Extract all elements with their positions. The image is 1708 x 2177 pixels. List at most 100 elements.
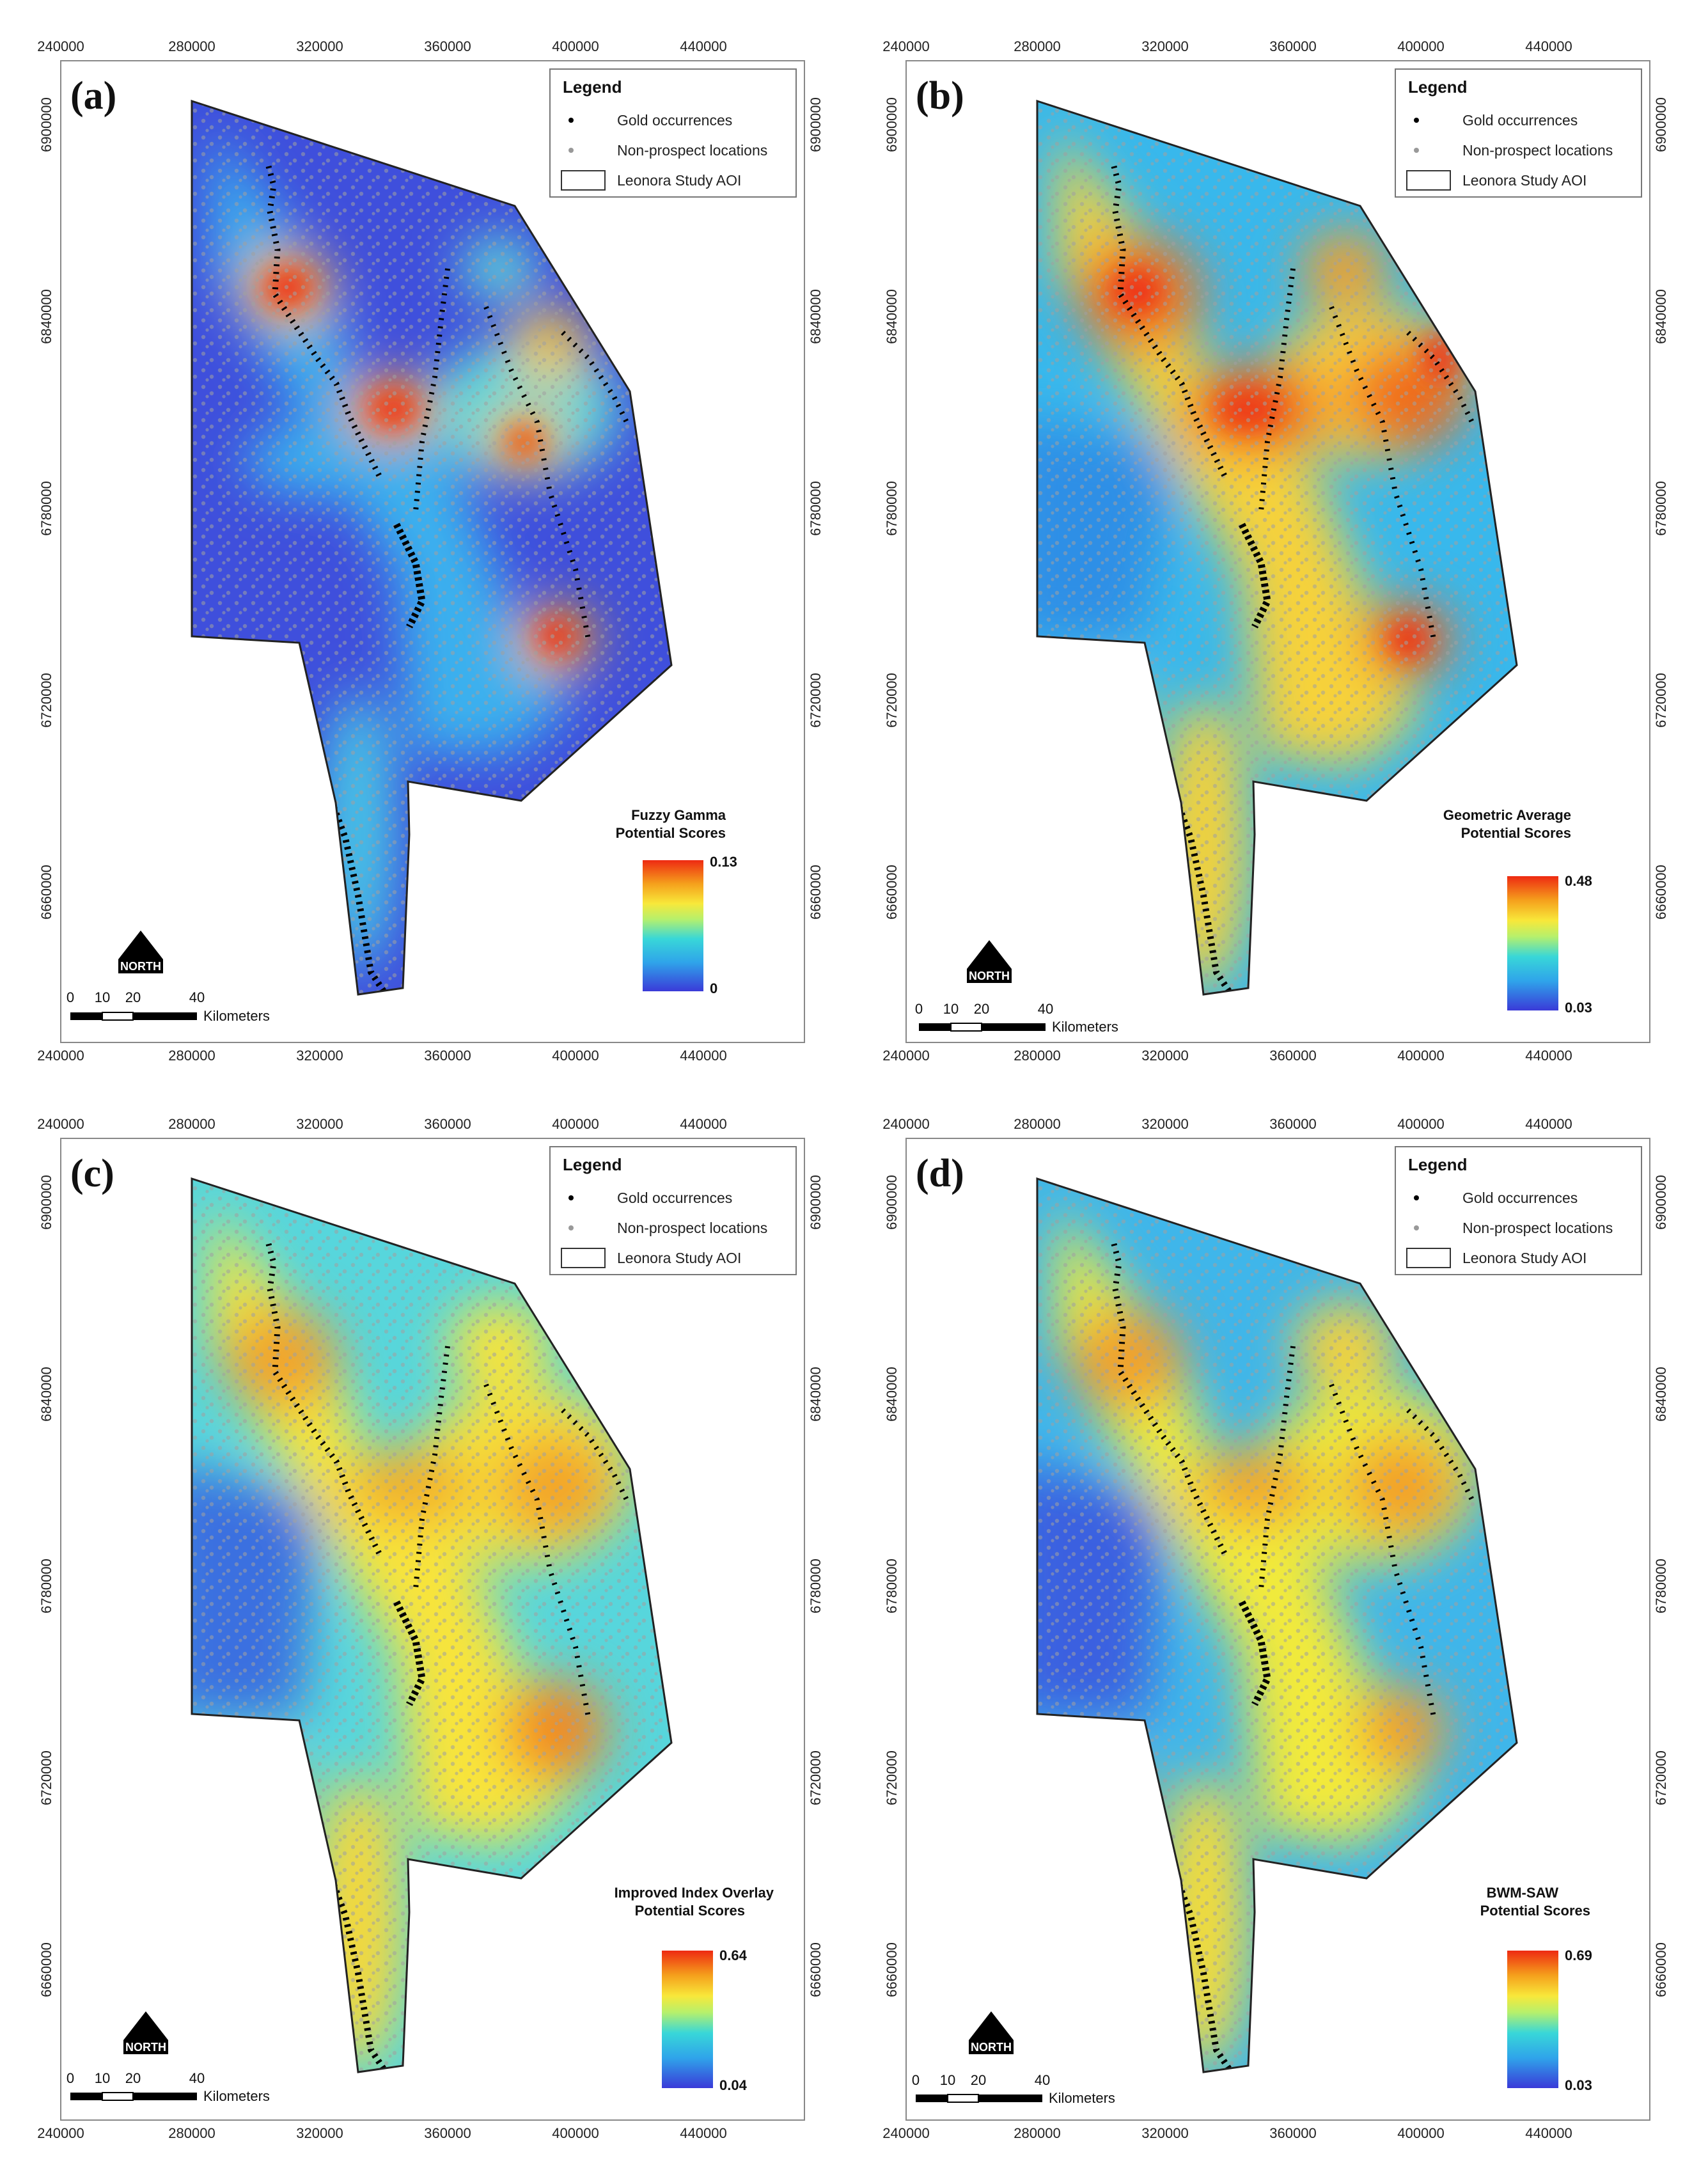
y-tick-labels-left: 6900000 6840000 6780000 6720000 6660000 xyxy=(884,97,900,920)
x-tick-label: 400000 xyxy=(552,2125,599,2141)
study-aoi-outline xyxy=(1036,99,1518,996)
legend-gold-label: Gold occurrences xyxy=(1462,1190,1578,1206)
x-tick-label: 240000 xyxy=(37,38,84,54)
y-tick-label: 6780000 xyxy=(808,1559,824,1614)
x-tick-label: 280000 xyxy=(168,1116,215,1132)
study-aoi-outline xyxy=(191,1177,673,2073)
panel-label: (d) xyxy=(916,1152,964,1195)
y-tick-label: 6900000 xyxy=(38,97,54,152)
color-ramp xyxy=(662,1951,713,2088)
color-scale-title: Geometric Average xyxy=(1443,807,1571,823)
color-scale-min: 0.03 xyxy=(1565,2077,1592,2093)
scale-bar-label: 20 xyxy=(974,1001,989,1017)
map-panel-d: 240000 280000 320000 360000 400000 44000… xyxy=(882,1116,1669,2141)
y-tick-label: 6840000 xyxy=(38,1367,54,1422)
scale-bar-label: 20 xyxy=(971,2072,986,2088)
x-tick-labels-bottom: 240000 280000 320000 360000 400000 44000… xyxy=(37,2125,726,2141)
y-tick-labels-left: 6900000 6840000 6780000 6720000 6660000 xyxy=(884,1175,900,1997)
y-tick-label: 6900000 xyxy=(884,1175,900,1230)
x-tick-labels-top: 240000 280000 320000 360000 400000 44000… xyxy=(882,1116,1572,1132)
gold-point-symbol xyxy=(1414,1195,1419,1200)
y-tick-label: 6900000 xyxy=(38,1175,54,1230)
x-tick-label: 280000 xyxy=(1014,2125,1060,2141)
legend-title: Legend xyxy=(1408,77,1467,97)
legend-aoi-label: Leonora Study AOI xyxy=(617,172,741,189)
y-tick-label: 6840000 xyxy=(1653,289,1669,344)
x-tick-label: 400000 xyxy=(552,38,599,54)
nonprospect-point-symbol xyxy=(568,148,574,153)
color-scale-max: 0.13 xyxy=(710,854,737,870)
x-tick-label: 320000 xyxy=(1141,1116,1188,1132)
scale-bar-unit: Kilometers xyxy=(203,2088,270,2104)
color-scale-title: Potential Scores xyxy=(1461,825,1571,841)
x-tick-label: 360000 xyxy=(424,2125,471,2141)
scale-bar-label: 20 xyxy=(125,2070,141,2086)
color-ramp xyxy=(643,860,703,991)
y-tick-label: 6780000 xyxy=(38,1559,54,1614)
y-tick-label: 6840000 xyxy=(884,1367,900,1422)
x-tick-label: 360000 xyxy=(424,1116,471,1132)
x-tick-label: 240000 xyxy=(882,38,929,54)
y-tick-label: 6720000 xyxy=(884,1750,900,1805)
y-tick-label: 6780000 xyxy=(38,481,54,536)
color-scale-title: Potential Scores xyxy=(1480,1903,1590,1919)
x-tick-labels-bottom: 240000 280000 320000 360000 400000 44000… xyxy=(882,1048,1572,1064)
x-tick-label: 440000 xyxy=(1525,2125,1572,2141)
panel-label: (b) xyxy=(916,74,964,118)
legend-gold-label: Gold occurrences xyxy=(1462,112,1578,129)
x-tick-label: 440000 xyxy=(680,38,726,54)
aoi-symbol xyxy=(561,170,606,191)
y-tick-label: 6900000 xyxy=(808,97,824,152)
scale-bar-unit: Kilometers xyxy=(1049,2090,1115,2106)
x-tick-label: 320000 xyxy=(1141,2125,1188,2141)
north-label: NORTH xyxy=(969,970,1010,982)
y-tick-labels-right: 6900000 6840000 6780000 6720000 6660000 xyxy=(808,1175,824,1997)
legend-nonprospect-label: Non-prospect locations xyxy=(1462,142,1613,159)
map-panel-a: 240000 280000 320000 360000 400000 44000… xyxy=(37,38,824,1064)
y-tick-label: 6780000 xyxy=(1653,1559,1669,1614)
y-tick-label: 6840000 xyxy=(38,289,54,344)
scale-bar-label: 40 xyxy=(1038,1001,1053,1017)
y-tick-label: 6900000 xyxy=(1653,1175,1669,1230)
color-scale: Improved Index Overlay Potential Scores … xyxy=(615,1885,774,2093)
x-tick-labels-top: 240000 280000 320000 360000 400000 44000… xyxy=(37,1116,726,1132)
x-tick-label: 320000 xyxy=(296,38,343,54)
scale-bar: 0 10 20 40 Kilometers xyxy=(912,2072,1115,2106)
x-tick-label: 240000 xyxy=(37,1048,84,1064)
color-ramp xyxy=(1507,876,1558,1010)
x-tick-label: 400000 xyxy=(1397,2125,1444,2141)
scale-bar-unit: Kilometers xyxy=(203,1008,270,1024)
x-tick-label: 240000 xyxy=(882,1116,929,1132)
x-tick-label: 320000 xyxy=(296,2125,343,2141)
x-tick-labels-top: 240000 280000 320000 360000 400000 44000… xyxy=(37,38,726,54)
x-tick-label: 440000 xyxy=(1525,1116,1572,1132)
nonprospect-point-symbol xyxy=(1414,148,1419,153)
x-tick-label: 440000 xyxy=(1525,38,1572,54)
north-arrow: NORTH xyxy=(967,940,1012,983)
map-legend: Legend Gold occurrences Non-prospect loc… xyxy=(549,1146,797,1275)
x-tick-labels-bottom: 240000 280000 320000 360000 400000 44000… xyxy=(37,1048,726,1064)
color-scale-max: 0.48 xyxy=(1565,873,1592,889)
x-tick-label: 320000 xyxy=(1141,38,1188,54)
scale-bar-label: 40 xyxy=(189,2070,205,2086)
north-arrow: NORTH xyxy=(969,2011,1014,2054)
scale-bar-label: 0 xyxy=(912,2072,920,2088)
y-tick-label: 6660000 xyxy=(1653,1942,1669,1997)
y-tick-label: 6660000 xyxy=(808,1942,824,1997)
y-tick-label: 6900000 xyxy=(1653,97,1669,152)
nonprospect-point-symbol xyxy=(568,1225,574,1230)
color-scale-title: Fuzzy Gamma xyxy=(631,807,726,823)
scale-bar-label: 40 xyxy=(1035,2072,1050,2088)
y-tick-label: 6840000 xyxy=(1653,1367,1669,1422)
legend-title: Legend xyxy=(563,1155,622,1174)
scale-bar-unit: Kilometers xyxy=(1052,1019,1118,1035)
x-tick-label: 360000 xyxy=(1269,1116,1316,1132)
y-tick-label: 6720000 xyxy=(38,1750,54,1805)
scale-bar-label: 10 xyxy=(95,989,110,1005)
scale-bar: 0 10 20 40 Kilometers xyxy=(915,1001,1118,1035)
x-tick-labels-top: 240000 280000 320000 360000 400000 44000… xyxy=(882,38,1572,54)
y-tick-label: 6780000 xyxy=(1653,481,1669,536)
x-tick-label: 400000 xyxy=(1397,1116,1444,1132)
y-tick-label: 6840000 xyxy=(808,1367,824,1422)
